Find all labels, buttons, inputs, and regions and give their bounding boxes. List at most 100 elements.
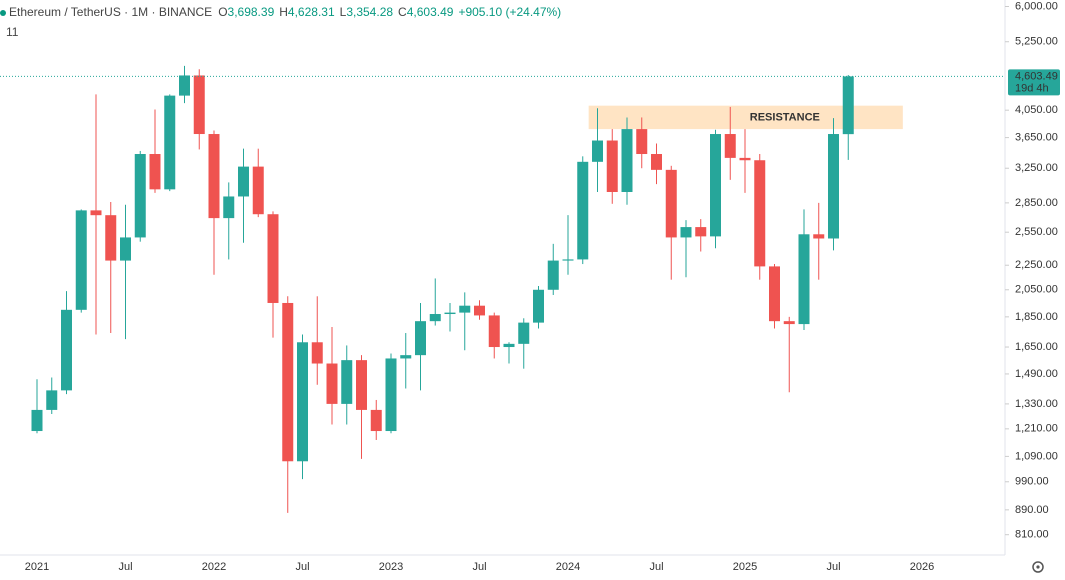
x-tick-label: Jul [118, 561, 132, 573]
candle-body [828, 134, 839, 239]
ohlc-value: 3,354.28 [346, 5, 393, 19]
candle-body [400, 355, 412, 359]
y-tick-label: 810.00 [1015, 529, 1049, 541]
candle-body [459, 305, 471, 313]
candle-body [444, 312, 456, 315]
candle-body [164, 95, 176, 190]
candle-body [606, 140, 618, 192]
candle-body [783, 321, 795, 325]
candle-body [710, 134, 721, 237]
x-tick-label: 2022 [202, 561, 226, 573]
x-tick-label: 2025 [733, 561, 757, 573]
candle-body [474, 305, 485, 316]
y-tick-label: 990.00 [1015, 476, 1049, 488]
candle-body [223, 196, 235, 219]
y-tick-label: 1,090.00 [1015, 450, 1058, 462]
candle-body [105, 215, 117, 261]
candle-body [503, 343, 515, 348]
candle-body [769, 266, 780, 322]
candle-body [562, 259, 574, 261]
y-tick-label: 2,550.00 [1015, 226, 1058, 238]
candle-body [31, 409, 43, 432]
y-tick-label: 2,050.00 [1015, 284, 1058, 296]
y-tick-label: 1,330.00 [1015, 398, 1058, 410]
x-tick-label: 2021 [25, 561, 49, 573]
ohlc-value: 3,698.39 [228, 5, 275, 19]
gear-center [1036, 565, 1040, 569]
y-tick-label: 3,650.00 [1015, 132, 1058, 144]
candle-body [547, 260, 559, 290]
y-tick-label: 1,850.00 [1015, 311, 1058, 323]
candle-body [267, 214, 279, 303]
y-tick-label: 2,850.00 [1015, 197, 1058, 209]
y-tick-label: 5,250.00 [1015, 36, 1058, 48]
candle-body [621, 129, 633, 192]
candle-body [636, 129, 648, 155]
candle-body [695, 227, 707, 237]
candle-body [592, 140, 603, 162]
indicator: 11 [6, 25, 19, 39]
candle-body [533, 289, 544, 323]
settings-icon[interactable] [1032, 561, 1044, 573]
x-tick-label: Jul [649, 561, 663, 573]
candle-body [179, 75, 190, 96]
y-tick-label: 6,000.00 [1015, 0, 1058, 12]
status-dot [0, 10, 6, 16]
ohlc-key: C [398, 5, 407, 19]
candle-body [46, 390, 58, 410]
candle-body [577, 161, 589, 260]
candle-body [193, 75, 205, 135]
candle-body [61, 309, 72, 391]
y-tick-label: 1,490.00 [1015, 368, 1058, 380]
candle-body [90, 210, 102, 216]
candle-body [120, 237, 131, 261]
candle-body [754, 160, 766, 267]
candle-body [341, 360, 353, 404]
countdown: 19d 4h [1015, 82, 1049, 94]
candle-body [282, 302, 294, 462]
candle-body [356, 360, 367, 410]
y-tick-label: 2,250.00 [1015, 259, 1058, 271]
candle-body [665, 169, 677, 238]
candle-body [651, 154, 662, 170]
candle-body [134, 154, 146, 238]
symbol: Ethereum / TetherUS · 1M · BINANCE [9, 5, 212, 19]
y-tick-label: 1,650.00 [1015, 341, 1058, 353]
resistance-label: RESISTANCE [750, 111, 820, 123]
ohlc-value: 4,628.31 [288, 5, 335, 19]
candle-body [724, 134, 736, 158]
candle-body [798, 234, 810, 325]
candle-body [842, 76, 854, 135]
candle-body [326, 363, 338, 404]
candle-body [488, 315, 500, 348]
gear[interactable] [1032, 561, 1044, 573]
x-tick-label: 2023 [379, 561, 403, 573]
candle-body [385, 358, 397, 432]
x-tick-label: Jul [826, 561, 840, 573]
candle-body [518, 322, 530, 344]
y-tick-label: 1,210.00 [1015, 423, 1058, 435]
candle-body [75, 210, 87, 310]
change: +905.10 (+24.47%) [458, 5, 561, 19]
resistance-zone [588, 105, 903, 130]
candle-body [311, 342, 323, 364]
candle-body [370, 409, 382, 432]
last-price-label: 4,603.49 [1015, 70, 1058, 82]
candle-body [429, 314, 441, 322]
ohlc-key: L [340, 5, 347, 19]
x-tick-label: 2026 [910, 561, 934, 573]
candle-body [252, 166, 264, 215]
x-tick-label: Jul [472, 561, 486, 573]
y-tick-label: 3,250.00 [1015, 162, 1058, 174]
y-tick-label: 4,050.00 [1015, 104, 1058, 116]
candle-body [415, 321, 426, 356]
candle-body [739, 157, 751, 161]
ohlc-key: H [279, 5, 288, 19]
last-price-box [1008, 69, 1060, 96]
candle-body [297, 342, 308, 462]
candle-body [680, 227, 692, 238]
candle-body [208, 134, 220, 219]
ohlc-value: 4,603.49 [407, 5, 454, 19]
ohlc-key: O [218, 5, 227, 19]
